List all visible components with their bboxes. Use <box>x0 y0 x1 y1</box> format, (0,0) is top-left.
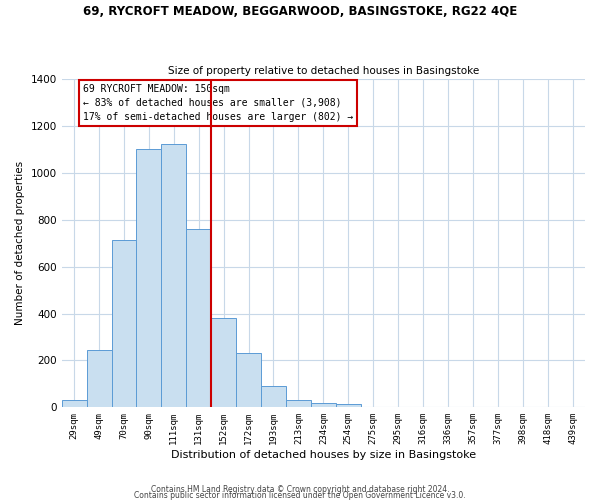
Bar <box>311 402 336 407</box>
Title: Size of property relative to detached houses in Basingstoke: Size of property relative to detached ho… <box>168 66 479 76</box>
X-axis label: Distribution of detached houses by size in Basingstoke: Distribution of detached houses by size … <box>171 450 476 460</box>
Bar <box>186 229 211 408</box>
Bar <box>112 240 136 408</box>
Bar <box>62 400 86 407</box>
Bar <box>211 318 236 408</box>
Text: 69 RYCROFT MEADOW: 150sqm
← 83% of detached houses are smaller (3,908)
17% of se: 69 RYCROFT MEADOW: 150sqm ← 83% of detac… <box>83 84 353 122</box>
Bar <box>86 350 112 408</box>
Bar <box>161 144 186 408</box>
Bar <box>236 354 261 408</box>
Text: 69, RYCROFT MEADOW, BEGGARWOOD, BASINGSTOKE, RG22 4QE: 69, RYCROFT MEADOW, BEGGARWOOD, BASINGST… <box>83 5 517 18</box>
Bar <box>261 386 286 407</box>
Bar <box>286 400 311 407</box>
Bar <box>336 404 361 407</box>
Bar <box>136 150 161 408</box>
Y-axis label: Number of detached properties: Number of detached properties <box>15 161 25 326</box>
Text: Contains HM Land Registry data © Crown copyright and database right 2024.: Contains HM Land Registry data © Crown c… <box>151 484 449 494</box>
Text: Contains public sector information licensed under the Open Government Licence v3: Contains public sector information licen… <box>134 490 466 500</box>
